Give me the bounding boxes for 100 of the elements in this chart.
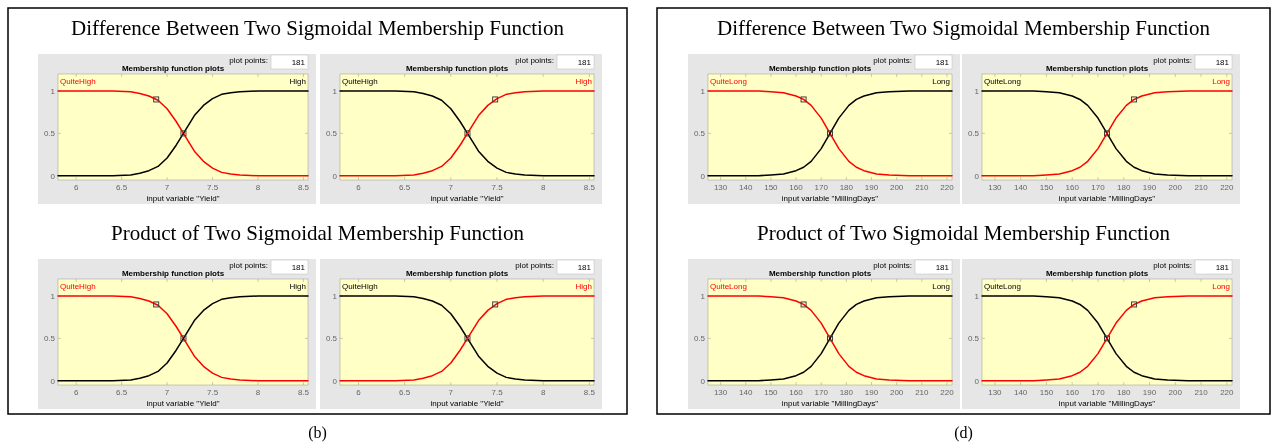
series-label: High	[575, 77, 592, 86]
x-tick-label: 150	[1039, 388, 1054, 397]
y-tick-label: 1	[700, 291, 706, 301]
y-tick-label: 0.5	[43, 129, 56, 139]
x-tick-label: 190	[1142, 388, 1157, 397]
series-label: Long	[932, 77, 950, 86]
y-tick-label: 0.5	[693, 129, 706, 139]
x-tick-label: 7.5	[206, 183, 219, 192]
x-tick-label: 6	[73, 183, 79, 192]
y-tick-label: 0	[700, 376, 706, 386]
y-tick-label: 0.5	[325, 129, 338, 139]
text: (b)	[308, 424, 327, 442]
text: 181	[1215, 58, 1230, 67]
x-tick-label: 220	[940, 183, 955, 192]
x-tick-label: 8.5	[583, 183, 596, 192]
text: 181	[291, 263, 306, 272]
series-label: QuiteHigh	[342, 77, 378, 86]
x-tick-label: 8	[255, 388, 261, 397]
text: Difference Between Two Sigmoidal Membership Function	[71, 16, 565, 40]
x-axis-title: input variable "Yield"	[430, 194, 504, 203]
x-tick-label: 180	[839, 183, 854, 192]
x-tick-label: 8	[540, 183, 546, 192]
x-tick-label: 150	[1039, 183, 1054, 192]
line-series	[339, 295, 595, 382]
x-tick-label: 220	[1220, 388, 1235, 397]
line-series	[981, 90, 1233, 177]
text: 181	[935, 263, 950, 272]
x-tick-label: 210	[915, 388, 930, 397]
text: 181	[577, 58, 592, 67]
line-series	[57, 90, 309, 177]
series-label: QuiteLong	[984, 77, 1021, 86]
x-tick-label: 140	[1013, 388, 1028, 397]
text: plot points:	[1153, 56, 1192, 65]
x-tick-label: 8	[540, 388, 546, 397]
x-tick-label: 8.5	[297, 183, 310, 192]
x-axis-title: input variable "Yield"	[146, 194, 220, 203]
series-label: High	[289, 77, 306, 86]
text: 181	[291, 58, 306, 67]
x-tick-label: 210	[1194, 388, 1209, 397]
text: Product of Two Sigmoidal Membership Function	[757, 221, 1171, 245]
x-tick-label: 130	[988, 388, 1003, 397]
chart-title: Membership function plots	[1045, 269, 1149, 278]
x-tick-label: 160	[1065, 388, 1080, 397]
x-tick-label: 8	[255, 183, 261, 192]
x-tick-label: 200	[889, 388, 904, 397]
y-tick-label: 1	[974, 291, 980, 301]
y-tick-label: 0	[974, 376, 980, 386]
chart-title: Membership function plots	[1045, 64, 1149, 73]
x-tick-label: 6	[356, 388, 362, 397]
x-tick-label: 140	[739, 183, 753, 192]
x-tick-label: 7.5	[206, 388, 219, 397]
series-label: QuiteLong	[710, 77, 747, 86]
x-tick-label: 190	[864, 183, 879, 192]
line-series	[707, 90, 953, 177]
series-label: QuiteLong	[984, 282, 1021, 291]
x-tick-label: 7.5	[491, 388, 504, 397]
text: plot points:	[229, 261, 268, 270]
x-tick-label: 7	[448, 388, 454, 397]
y-tick-label: 1	[332, 291, 338, 301]
x-tick-label: 220	[940, 388, 955, 397]
text: plot points:	[515, 56, 554, 65]
x-tick-label: 170	[814, 183, 829, 192]
y-tick-label: 1	[50, 86, 56, 96]
x-tick-label: 180	[1117, 183, 1131, 192]
text: (d)	[954, 424, 973, 442]
x-tick-label: 190	[1142, 183, 1157, 192]
x-tick-label: 8.5	[297, 388, 310, 397]
x-tick-label: 130	[713, 388, 728, 397]
x-tick-label: 220	[1220, 183, 1235, 192]
text: plot points:	[873, 261, 912, 270]
chart-title: Membership function plots	[121, 64, 225, 73]
x-tick-label: 160	[789, 388, 804, 397]
y-tick-label: 0.5	[967, 129, 980, 139]
y-tick-label: 0	[50, 171, 56, 181]
x-tick-label: 6.5	[399, 183, 411, 192]
text: 181	[935, 58, 950, 67]
series-label: QuiteHigh	[60, 282, 96, 291]
x-tick-label: 140	[739, 388, 753, 397]
chart-title: Membership function plots	[405, 269, 509, 278]
text: Difference Between Two Sigmoidal Membership Function	[717, 16, 1211, 40]
chart-title: Membership function plots	[121, 269, 225, 278]
text: plot points:	[873, 56, 912, 65]
series-label: Long	[1212, 77, 1230, 86]
line-series	[707, 295, 953, 382]
chart-title: Membership function plots	[768, 269, 872, 278]
x-tick-label: 170	[1091, 183, 1106, 192]
y-tick-label: 0.5	[967, 334, 980, 344]
series-label: Long	[932, 282, 950, 291]
text: plot points:	[1153, 261, 1192, 270]
text: Product of Two Sigmoidal Membership Function	[111, 221, 525, 245]
y-tick-label: 0	[974, 171, 980, 181]
line-series	[339, 90, 595, 177]
x-axis-title: input variable "MillingDays"	[781, 194, 879, 203]
x-tick-label: 130	[713, 183, 728, 192]
x-tick-label: 7	[164, 388, 170, 397]
text: 181	[1215, 263, 1230, 272]
x-tick-label: 170	[1091, 388, 1106, 397]
x-tick-label: 150	[764, 183, 779, 192]
x-axis-title: input variable "Yield"	[430, 399, 504, 408]
x-tick-label: 210	[1194, 183, 1209, 192]
